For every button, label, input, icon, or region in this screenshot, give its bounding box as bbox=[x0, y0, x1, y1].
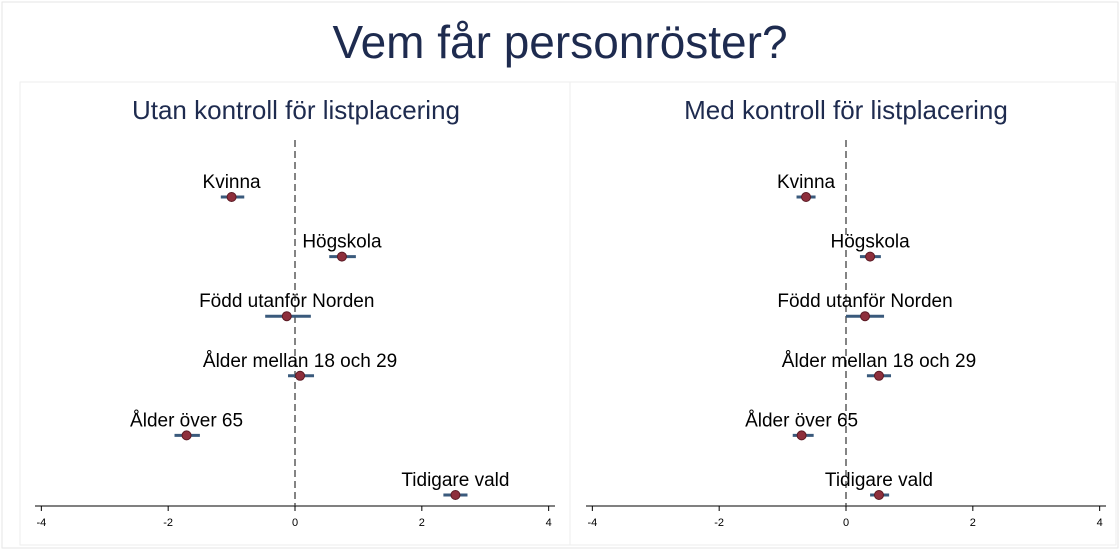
x-tick-label: -2 bbox=[163, 517, 173, 529]
x-tick-label: 4 bbox=[546, 517, 552, 529]
page-title: Vem får personröster? bbox=[332, 16, 787, 68]
x-tick-label: -2 bbox=[714, 517, 724, 529]
point bbox=[873, 370, 884, 381]
point bbox=[860, 311, 871, 322]
point-label: Ålder mellan 18 och 29 bbox=[782, 351, 976, 372]
x-tick-label: 2 bbox=[970, 517, 976, 529]
x-tick-label: 2 bbox=[419, 517, 425, 529]
point-label: Kvinna bbox=[203, 172, 262, 193]
point bbox=[281, 311, 292, 322]
point-label: Tidigare vald bbox=[825, 470, 933, 491]
point bbox=[295, 370, 306, 381]
point bbox=[865, 251, 876, 262]
point-label: Högskola bbox=[830, 232, 910, 253]
point-label: Född utanför Norden bbox=[777, 291, 952, 312]
point bbox=[336, 251, 347, 262]
panel bbox=[19, 81, 571, 546]
point-label: Född utanför Norden bbox=[199, 291, 374, 312]
point bbox=[801, 192, 812, 202]
x-tick-label: -4 bbox=[587, 517, 597, 529]
point bbox=[873, 490, 884, 500]
x-tick-label: -4 bbox=[36, 517, 46, 529]
point bbox=[796, 430, 807, 441]
x-tick-label: 0 bbox=[292, 517, 298, 529]
point-label: Högskola bbox=[302, 232, 382, 253]
point-label: Ålder över 65 bbox=[130, 410, 243, 431]
panel bbox=[569, 81, 1117, 546]
point-label: Ålder över 65 bbox=[745, 410, 858, 431]
point bbox=[226, 192, 237, 202]
x-tick-label: 0 bbox=[843, 517, 849, 529]
point bbox=[181, 430, 192, 441]
point-label: Kvinna bbox=[777, 172, 836, 193]
panel-title: Utan kontroll för listplacering bbox=[132, 95, 460, 125]
panel-title: Med kontroll för listplacering bbox=[684, 95, 1008, 125]
point-label: Tidigare vald bbox=[401, 470, 509, 491]
point-label: Ålder mellan 18 och 29 bbox=[203, 351, 397, 372]
point bbox=[450, 490, 461, 500]
x-tick-label: 4 bbox=[1097, 517, 1103, 529]
